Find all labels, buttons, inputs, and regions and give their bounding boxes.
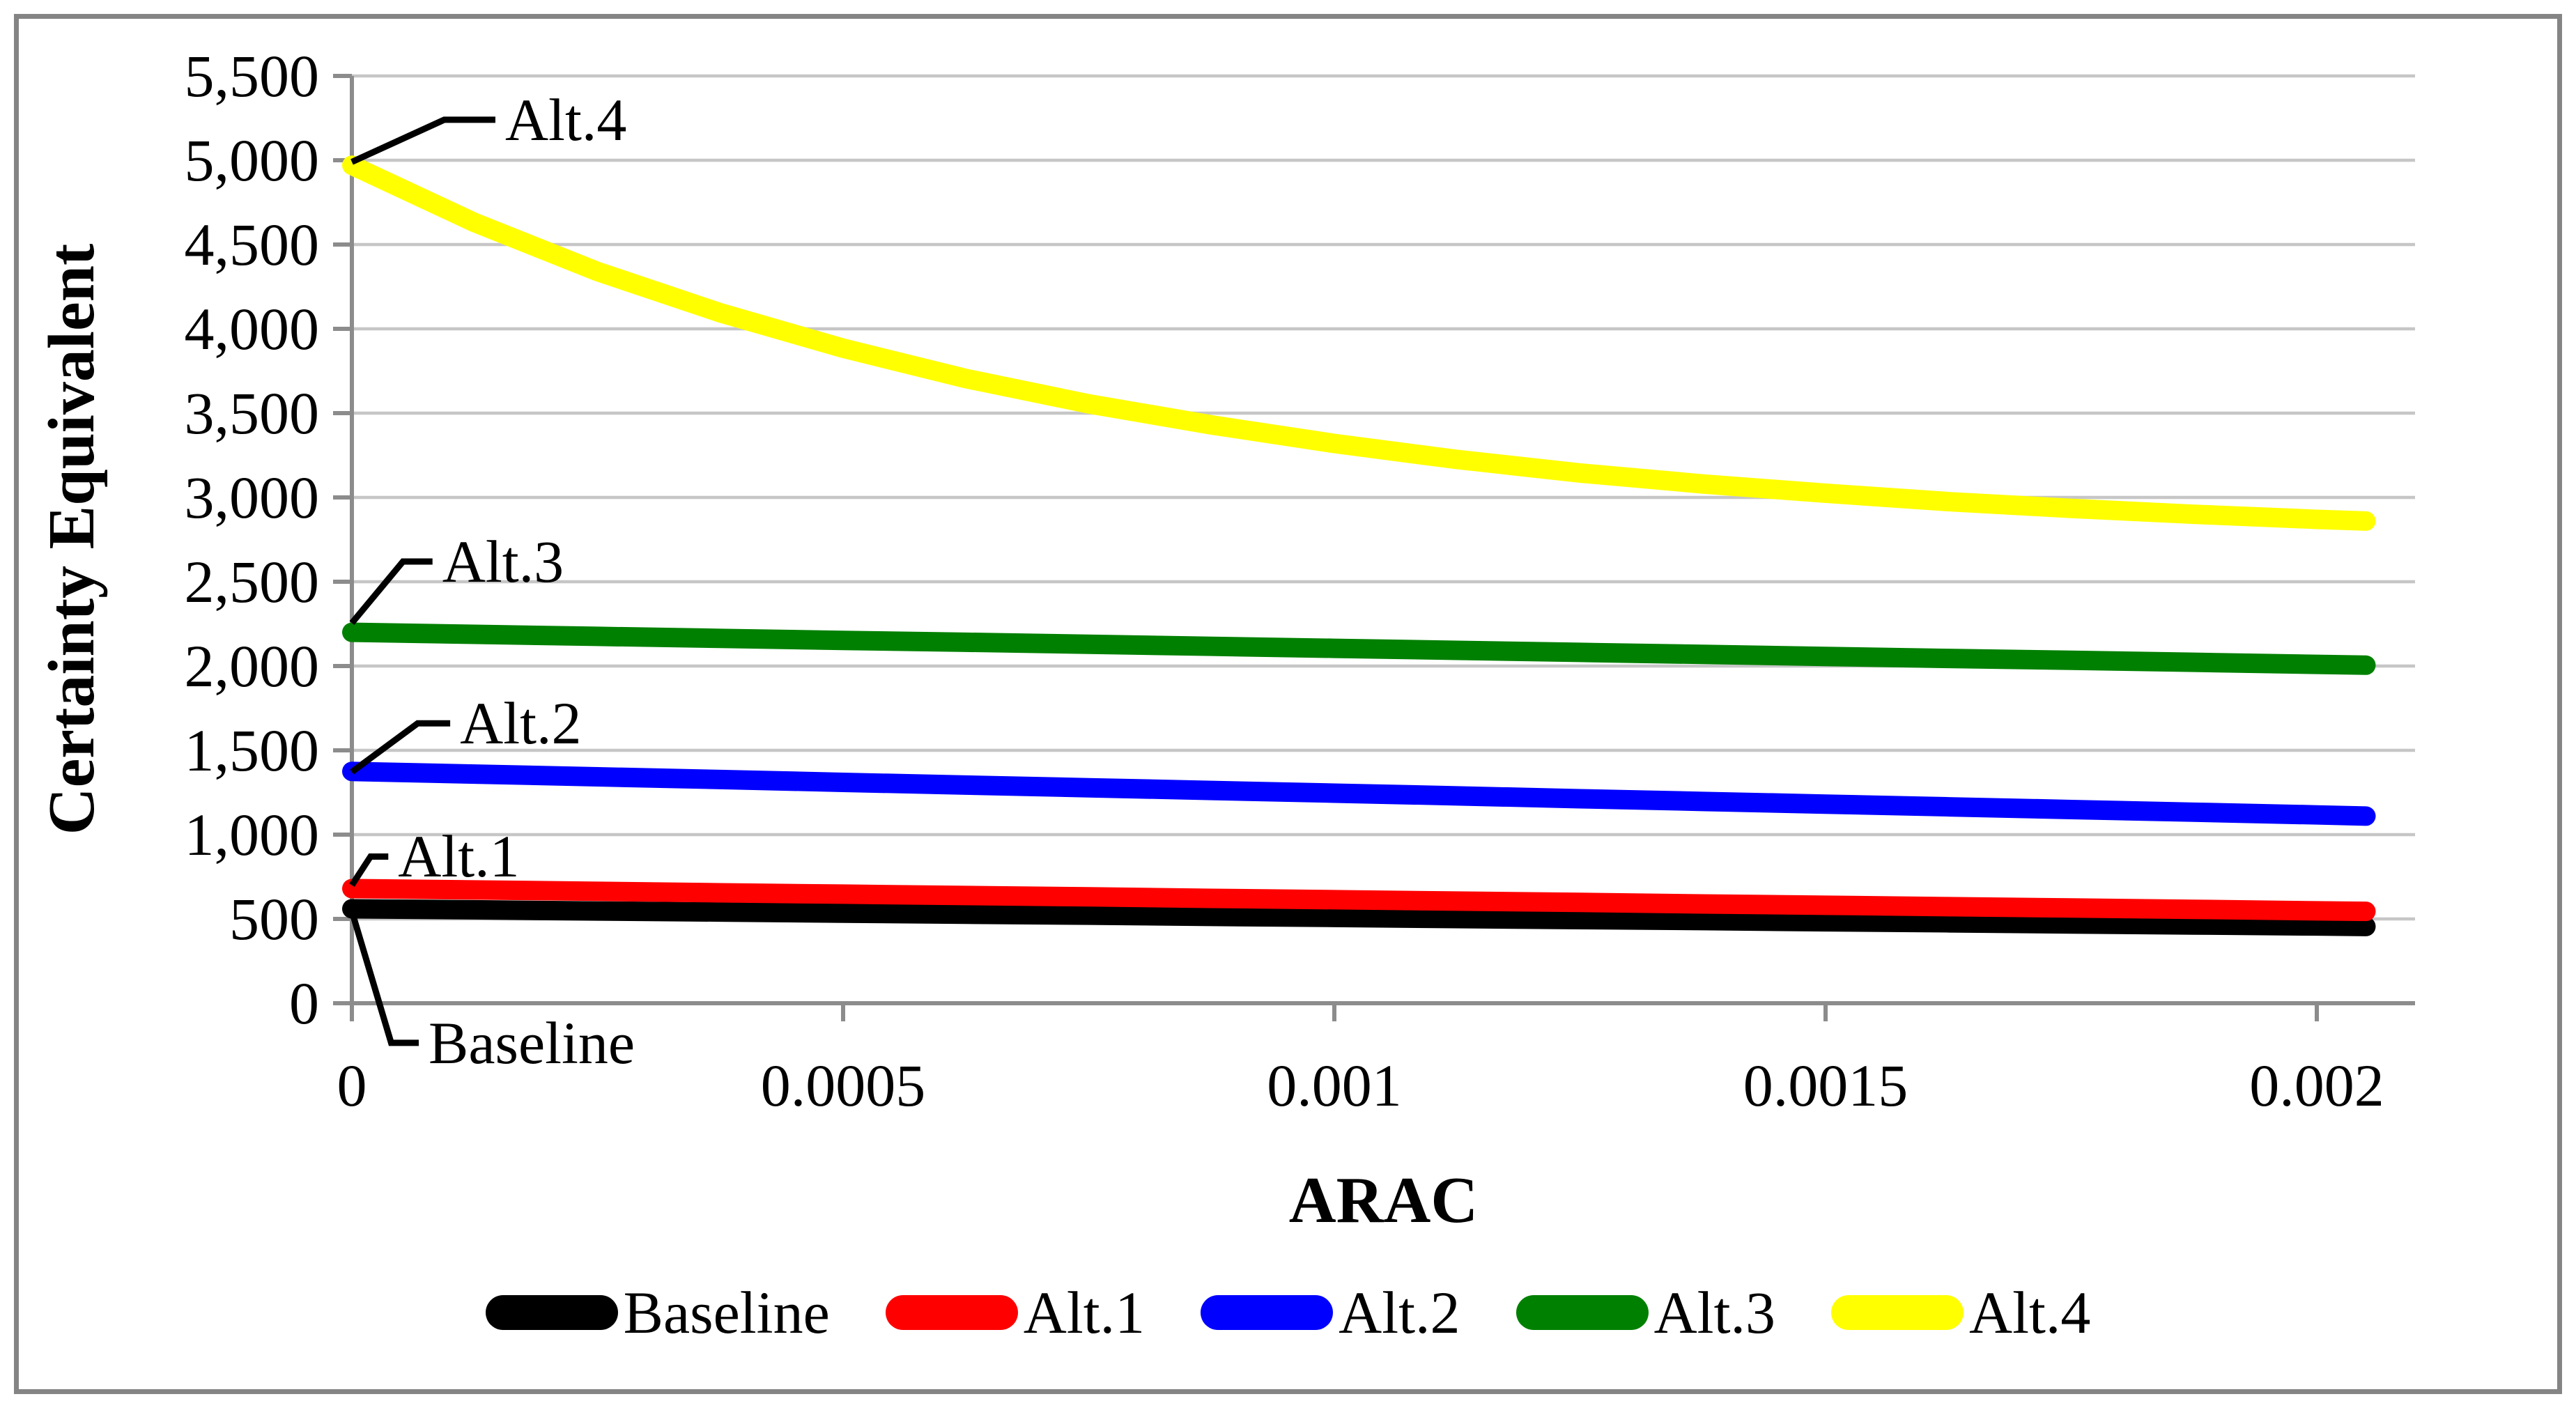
series-line-alt-4 bbox=[342, 155, 2376, 531]
x-tick-label-0.0015: 0.0015 bbox=[1743, 1052, 1908, 1119]
annotation-label-alt-1: Alt.1 bbox=[398, 823, 520, 890]
y-tick-label-4500: 4,500 bbox=[184, 211, 320, 278]
legend-swatch-baseline bbox=[485, 1295, 618, 1330]
y-tick-label-500: 500 bbox=[229, 885, 319, 952]
y-tick-label-1000: 1,000 bbox=[184, 801, 320, 868]
annotation-label-alt-3: Alt.3 bbox=[442, 527, 564, 595]
y-tick-label-0: 0 bbox=[289, 970, 319, 1037]
legend-label-alt-4: Alt.4 bbox=[1968, 1279, 2091, 1346]
legend-swatch-alt-4 bbox=[1830, 1295, 1964, 1330]
legend-swatch-alt-1 bbox=[885, 1295, 1018, 1330]
annotation-leader-alt-4 bbox=[350, 116, 495, 165]
y-tick-label-3500: 3,500 bbox=[184, 380, 320, 447]
legend-label-alt-2: Alt.2 bbox=[1339, 1279, 1460, 1346]
series-line-alt-1 bbox=[342, 879, 2376, 922]
y-tick-label-1500: 1,500 bbox=[184, 717, 320, 784]
legend-item-baseline: Baseline bbox=[485, 1278, 830, 1347]
annotation-label-alt-4: Alt.4 bbox=[504, 86, 627, 153]
legend-item-alt-4: Alt.4 bbox=[1830, 1278, 2091, 1347]
y-tick-label-5500: 5,500 bbox=[184, 42, 320, 109]
legend-label-alt-1: Alt.1 bbox=[1023, 1279, 1146, 1346]
legend-swatch-alt-2 bbox=[1201, 1295, 1334, 1330]
y-tick-label-3000: 3,000 bbox=[184, 464, 320, 531]
y-tick-label-5000: 5,000 bbox=[184, 127, 320, 194]
x-tick-label-0.002: 0.002 bbox=[2249, 1052, 2384, 1119]
series-line-baseline bbox=[342, 899, 2376, 936]
annotation-leader-baseline bbox=[348, 910, 419, 1046]
legend: Baseline Alt.1 Alt.2 Alt.3 Alt.4 bbox=[0, 1278, 2576, 1347]
x-tick-label-0.001: 0.001 bbox=[1267, 1052, 1402, 1119]
legend-item-alt-3: Alt.3 bbox=[1515, 1278, 1775, 1347]
legend-label-baseline: Baseline bbox=[623, 1279, 830, 1346]
legend-item-alt-1: Alt.1 bbox=[885, 1278, 1146, 1347]
legend-item-alt-2: Alt.2 bbox=[1201, 1278, 1460, 1347]
annotation-label-alt-2: Alt.2 bbox=[460, 690, 582, 757]
annotation-label-baseline: Baseline bbox=[428, 1009, 635, 1076]
y-tick-label-4000: 4,000 bbox=[184, 295, 320, 362]
series-line-alt-2 bbox=[342, 761, 2376, 826]
legend-label-alt-3: Alt.3 bbox=[1653, 1279, 1775, 1346]
y-tick-label-2000: 2,000 bbox=[184, 633, 320, 699]
y-axis-title: Certainty Equivalent bbox=[36, 243, 108, 835]
y-tick-label-2500: 2,500 bbox=[184, 548, 320, 615]
x-axis-title: ARAC bbox=[1288, 1164, 1479, 1237]
x-tick-label-0: 0 bbox=[337, 1052, 367, 1119]
annotation-leader-alt-2 bbox=[350, 720, 451, 775]
series-line-alt-3 bbox=[342, 622, 2376, 675]
legend-swatch-alt-3 bbox=[1515, 1295, 1649, 1330]
annotation-leader-alt-3 bbox=[349, 558, 433, 626]
annotation-leader-alt-1 bbox=[349, 853, 389, 888]
x-tick-label-0.0005: 0.0005 bbox=[760, 1052, 926, 1119]
